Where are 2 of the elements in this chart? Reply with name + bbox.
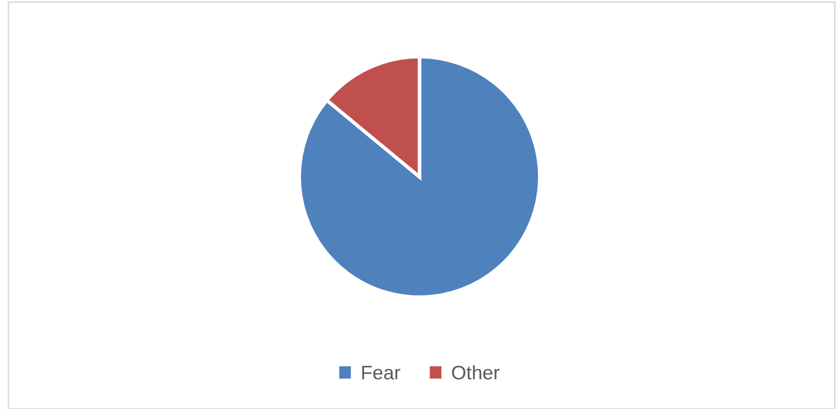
legend-label: Fear	[362, 366, 400, 380]
legend-label: Other	[452, 365, 500, 380]
